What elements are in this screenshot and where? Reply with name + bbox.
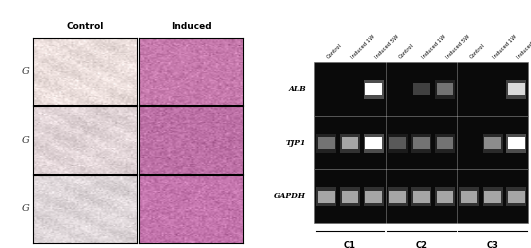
Bar <box>437 137 453 149</box>
Text: G: G <box>21 204 29 213</box>
Bar <box>413 137 430 149</box>
Bar <box>435 134 455 153</box>
Bar <box>437 191 453 203</box>
Text: GAPDH: GAPDH <box>274 192 306 200</box>
Bar <box>364 80 384 99</box>
Bar <box>507 187 526 206</box>
Bar <box>412 134 431 153</box>
Bar <box>484 191 501 203</box>
Bar <box>318 191 335 203</box>
Bar <box>318 137 335 149</box>
Bar <box>389 137 406 149</box>
Text: C1: C1 <box>344 241 356 248</box>
Bar <box>365 137 382 149</box>
Text: Induced 5W: Induced 5W <box>445 34 471 60</box>
Bar <box>388 187 407 206</box>
Text: TJP1: TJP1 <box>286 139 306 147</box>
Bar <box>314 169 528 223</box>
Bar <box>483 187 503 206</box>
Bar <box>314 116 528 169</box>
Text: ALB: ALB <box>288 85 306 93</box>
Bar <box>413 84 430 95</box>
Bar <box>364 134 384 153</box>
Bar <box>483 134 503 153</box>
Bar <box>341 191 358 203</box>
Text: Induced: Induced <box>171 22 211 31</box>
Bar <box>413 191 430 203</box>
Bar <box>365 191 382 203</box>
Text: G: G <box>21 136 29 145</box>
Text: Induced 1W: Induced 1W <box>350 34 376 60</box>
Bar <box>459 187 479 206</box>
Text: Control: Control <box>326 43 343 60</box>
Bar <box>507 134 526 153</box>
Bar <box>341 137 358 149</box>
Text: Induced 1W: Induced 1W <box>493 34 518 60</box>
Bar <box>412 187 431 206</box>
Bar <box>314 62 528 116</box>
Text: C2: C2 <box>415 241 427 248</box>
Bar <box>508 137 525 149</box>
Bar <box>507 80 526 99</box>
Text: Control: Control <box>398 43 415 60</box>
Bar <box>316 187 336 206</box>
Bar <box>435 187 455 206</box>
Bar <box>508 191 525 203</box>
Text: Control: Control <box>469 43 486 60</box>
Text: Induced 5W: Induced 5W <box>517 34 531 60</box>
Bar <box>364 187 384 206</box>
Bar <box>388 134 407 153</box>
Bar <box>435 80 455 99</box>
Bar <box>484 137 501 149</box>
Text: C3: C3 <box>487 241 499 248</box>
Bar <box>508 84 525 95</box>
Bar <box>437 84 453 95</box>
Bar <box>460 191 477 203</box>
Bar <box>365 84 382 95</box>
Bar <box>389 191 406 203</box>
Text: Induced 5W: Induced 5W <box>374 34 399 60</box>
Text: Induced 1W: Induced 1W <box>421 34 447 60</box>
Bar <box>316 134 336 153</box>
Text: G: G <box>21 67 29 76</box>
Bar <box>340 134 360 153</box>
Bar <box>340 187 360 206</box>
Text: Control: Control <box>66 22 104 31</box>
